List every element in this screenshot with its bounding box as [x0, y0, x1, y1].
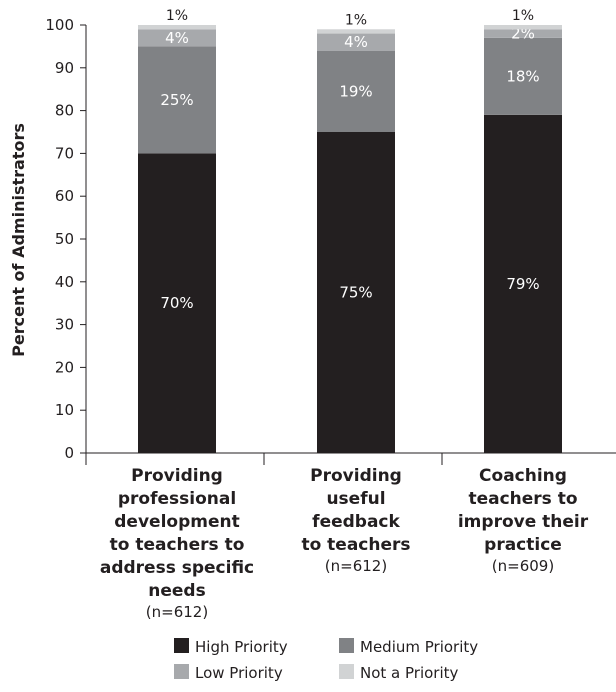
bar-segment: [138, 29, 216, 47]
legend-label: High Priority: [195, 638, 288, 656]
category-n-label: (n=609): [492, 557, 554, 575]
bar-segment: [317, 50, 395, 132]
y-tick-label: 20: [55, 358, 74, 376]
category-n-label: (n=612): [325, 557, 387, 575]
y-tick-label: 40: [55, 273, 74, 291]
y-tick-label: 100: [45, 16, 74, 34]
y-tick-label: 70: [55, 144, 74, 162]
category-label: useful: [326, 489, 385, 509]
category-label: needs: [148, 581, 205, 601]
data-label: 1%: [345, 12, 367, 28]
data-label: 25%: [160, 91, 193, 109]
legend-swatch: [174, 664, 189, 679]
legend: High Priority Medium Priority Low Priority…: [174, 638, 478, 682]
category-label: practice: [484, 535, 562, 555]
category-label: feedback: [312, 512, 400, 532]
bar-segment: [138, 46, 216, 154]
y-axis-label: Percent of Administrators: [9, 123, 28, 357]
category-label: development: [114, 512, 239, 532]
bar-segment: [317, 29, 395, 34]
category-n-label: (n=612): [146, 603, 208, 621]
bar-segment: [484, 37, 562, 115]
category-label: Providing: [131, 466, 223, 486]
category-label: professional: [118, 489, 236, 509]
data-label: 19%: [339, 82, 372, 100]
y-axis: 0 10 20 30 40 50 60 70 80 90 100: [45, 16, 87, 462]
category-label: to teachers to: [110, 535, 245, 555]
category-label: address specific: [100, 558, 254, 578]
data-label: 70%: [160, 294, 193, 312]
legend-label: Not a Priority: [360, 664, 459, 682]
legend-label: Medium Priority: [360, 638, 478, 656]
data-label: 1%: [166, 8, 188, 24]
legend-swatch: [339, 638, 354, 653]
category-label: improve their: [458, 512, 589, 532]
data-label: 75%: [339, 284, 372, 302]
bar-segment: [484, 114, 562, 453]
y-tick-label: 10: [55, 401, 74, 419]
category-label: teachers to: [468, 489, 577, 509]
y-tick-label: 0: [64, 444, 74, 462]
legend-swatch: [174, 638, 189, 653]
bar-segment: [484, 29, 562, 38]
bar-segment: [138, 25, 216, 30]
y-tick-label: 80: [55, 102, 74, 120]
bar-segment: [317, 132, 395, 453]
data-label: 79%: [506, 275, 539, 293]
bar-segment: [317, 33, 395, 51]
bar-segment: [484, 25, 562, 30]
y-tick-label: 30: [55, 316, 74, 334]
category-label: Providing: [310, 466, 402, 486]
bar-segment: [138, 153, 216, 453]
x-axis: Providing professional development to teach…: [85, 452, 616, 621]
bars: 70%25%4%1%75%19%4%1%79%18%2%1%: [138, 8, 562, 453]
category-label: to teachers: [301, 535, 410, 555]
category-label: Coaching: [479, 466, 567, 486]
legend-swatch: [339, 664, 354, 679]
y-tick-label: 90: [55, 59, 74, 77]
data-label: 1%: [512, 8, 534, 24]
data-label: 18%: [506, 67, 539, 85]
y-tick-label: 60: [55, 187, 74, 205]
data-label: 4%: [344, 33, 368, 51]
y-tick-label: 50: [55, 230, 74, 248]
legend-label: Low Priority: [195, 664, 283, 682]
data-label: 4%: [165, 29, 189, 47]
